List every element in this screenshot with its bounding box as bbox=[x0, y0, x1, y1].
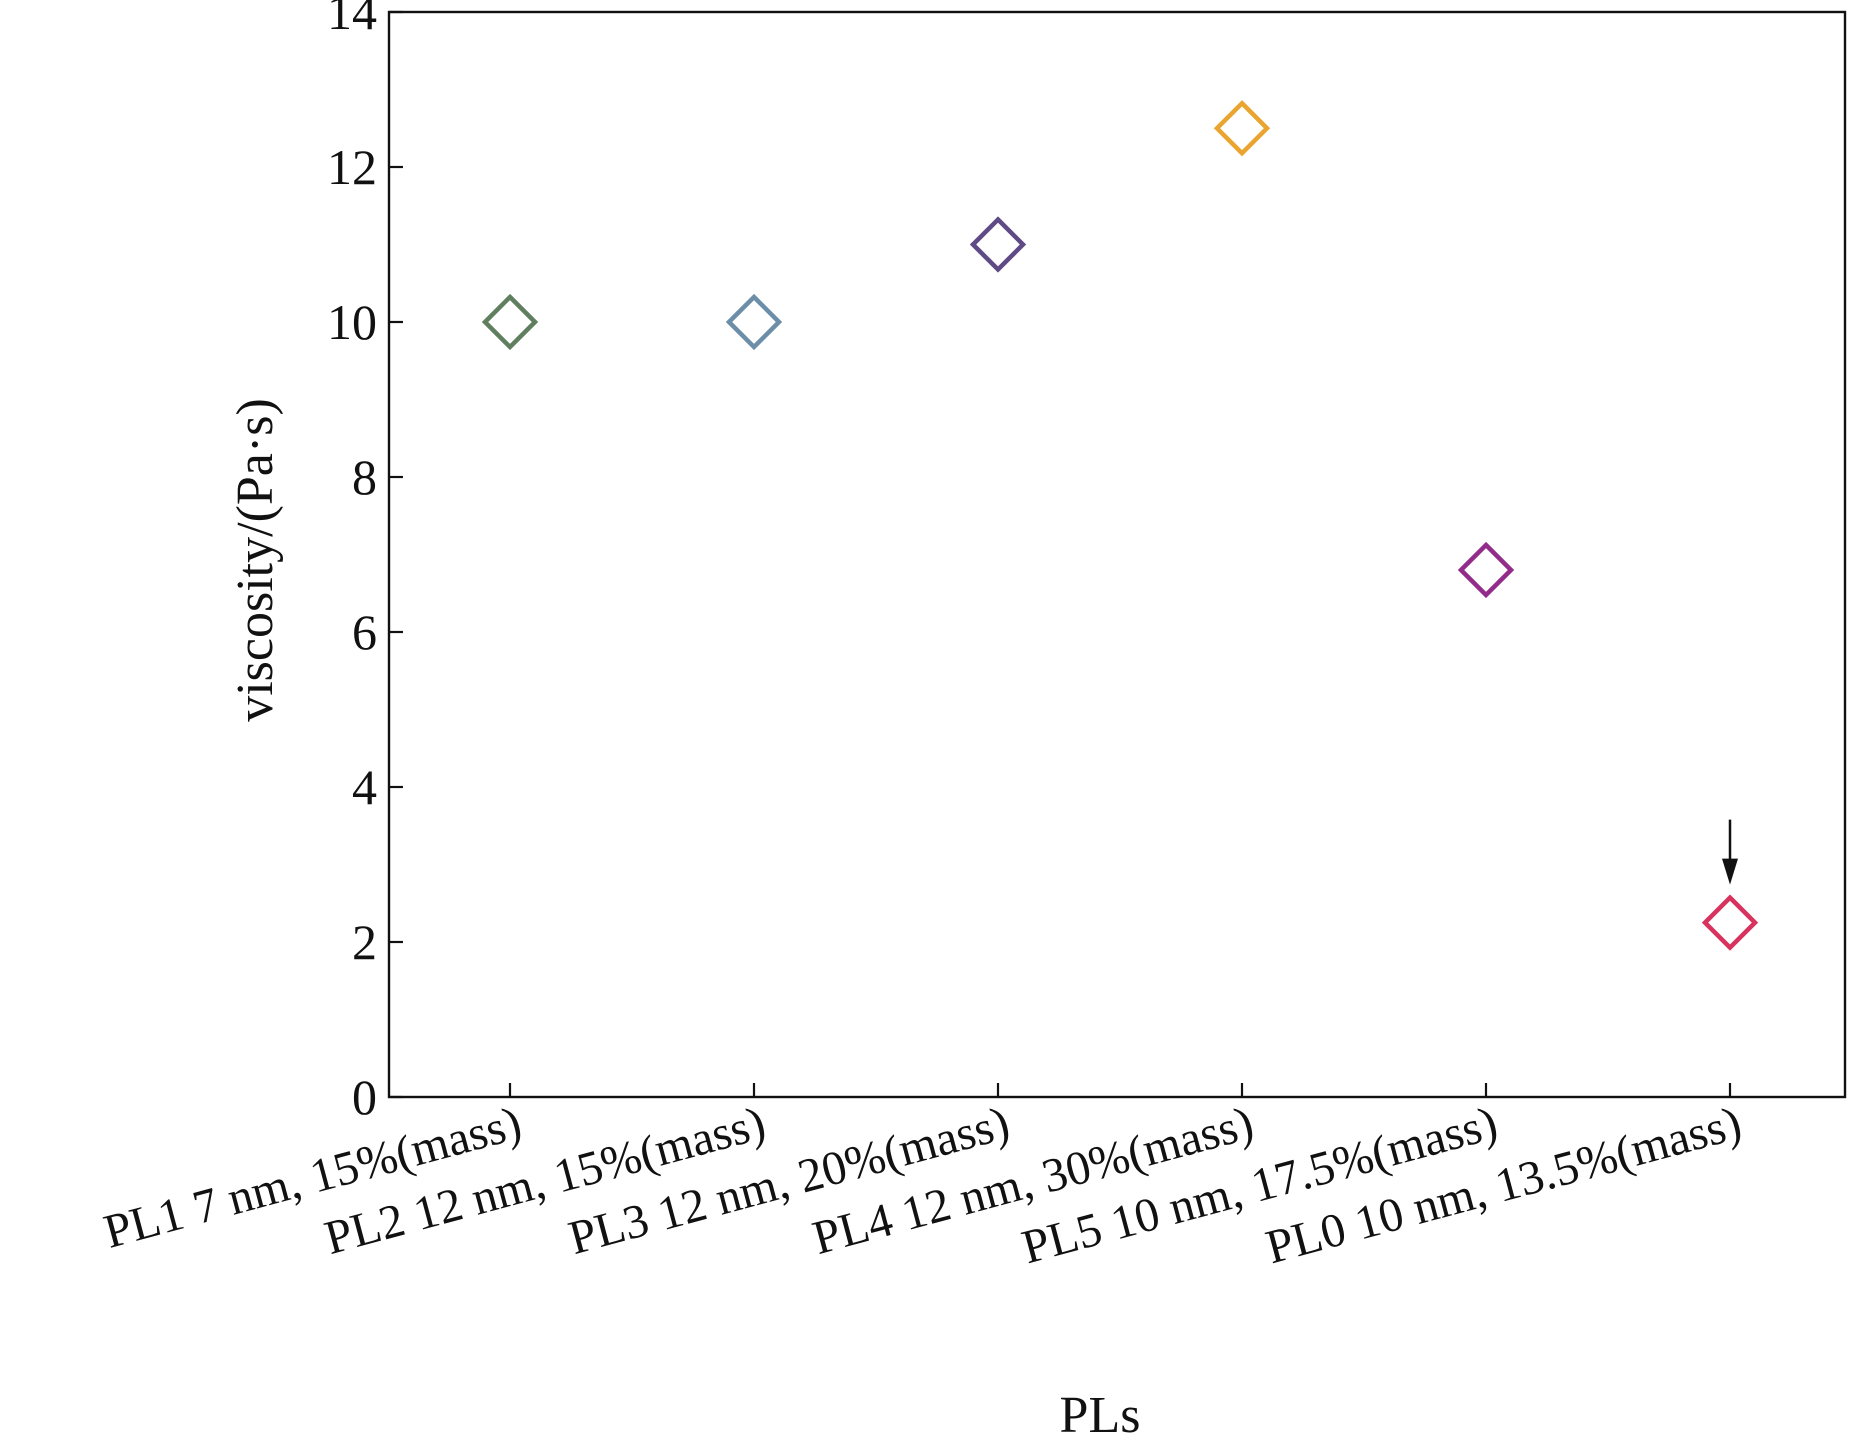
y-tick-labels: 0 2 4 6 8 10 12 14 bbox=[327, 0, 377, 1125]
data-point bbox=[1457, 541, 1515, 599]
data-point bbox=[1213, 100, 1271, 157]
y-axis-title: viscosity/(Pa·s) bbox=[227, 398, 284, 722]
y-tick-label: 6 bbox=[352, 604, 377, 660]
y-tick-label: 8 bbox=[352, 449, 377, 505]
annotation-arrow-head bbox=[1722, 858, 1738, 885]
annotations bbox=[1722, 819, 1738, 885]
data-point bbox=[725, 293, 783, 351]
y-tick-label: 10 bbox=[327, 294, 377, 350]
data-point bbox=[481, 293, 539, 351]
y-tick-label: 0 bbox=[352, 1069, 377, 1125]
data-point bbox=[969, 216, 1027, 273]
data-point bbox=[1701, 894, 1759, 951]
x-axis-title: PLs bbox=[1060, 1387, 1141, 1441]
y-tick-label: 4 bbox=[352, 759, 377, 815]
plot-frame bbox=[387, 10, 1847, 1099]
tick-marks bbox=[389, 10, 1732, 1099]
x-tick-labels: PL1 7 nm, 15%(mass)PL2 12 nm, 15%(mass)P… bbox=[98, 1096, 1746, 1274]
y-tick-label: 14 bbox=[327, 0, 377, 40]
data-points bbox=[481, 100, 1759, 951]
y-tick-label: 12 bbox=[327, 139, 377, 195]
y-tick-label: 2 bbox=[352, 914, 377, 970]
